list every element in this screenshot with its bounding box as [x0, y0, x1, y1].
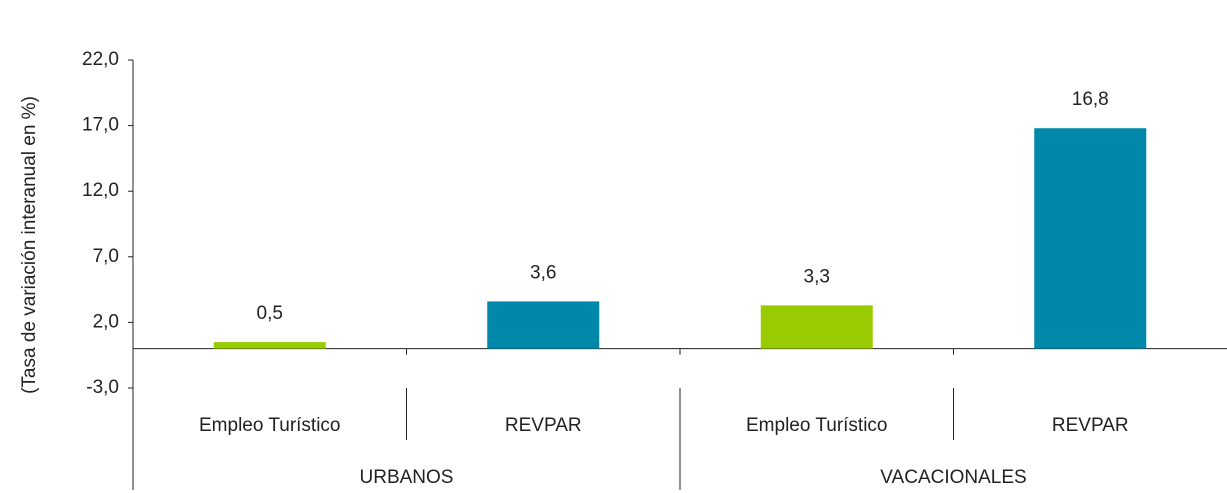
- y-tick-label: -3,0: [86, 377, 119, 398]
- data-label: 0,5: [257, 303, 283, 324]
- group-label: URBANOS: [360, 467, 454, 488]
- data-label: 16,8: [1072, 89, 1109, 110]
- x-tick-label: REVPAR: [505, 415, 582, 436]
- x-tick-label: Empleo Turístico: [746, 415, 888, 436]
- data-label: 3,6: [530, 262, 556, 283]
- y-tick-label: 12,0: [82, 180, 119, 201]
- group-label: VACACIONALES: [880, 467, 1026, 488]
- y-axis-label: (Tasa de variación interanual en %): [19, 96, 40, 394]
- data-label: 3,3: [804, 266, 830, 287]
- bar: [760, 305, 873, 349]
- bar: [1034, 128, 1147, 349]
- y-tick-label: 7,0: [93, 246, 119, 267]
- bar: [487, 301, 600, 349]
- y-tick-label: 22,0: [82, 49, 119, 70]
- x-tick-label: Empleo Turístico: [199, 415, 341, 436]
- x-tick-label: REVPAR: [1052, 415, 1129, 436]
- y-tick-label: 2,0: [93, 311, 119, 332]
- bar: [213, 342, 326, 349]
- y-tick-label: 17,0: [82, 115, 119, 136]
